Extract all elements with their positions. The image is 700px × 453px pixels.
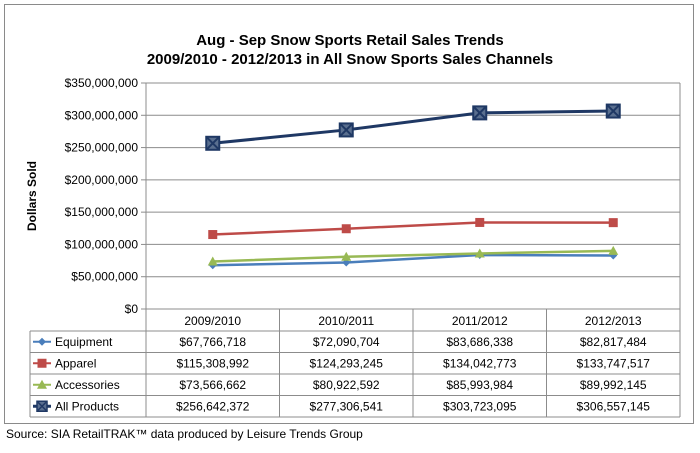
- data-table-value: $83,686,338: [446, 335, 513, 349]
- data-table-value: $124,293,245: [310, 356, 384, 370]
- y-tick-label: $0: [125, 302, 139, 316]
- legend-marker: [38, 338, 46, 346]
- y-tick-label: $50,000,000: [71, 270, 138, 284]
- x-category-label: 2009/2010: [184, 314, 241, 328]
- x-category-label: 2011/2012: [452, 314, 508, 328]
- data-table-value: $80,922,592: [313, 378, 380, 392]
- data-point: [208, 230, 217, 239]
- data-table-value: $303,723,095: [443, 399, 517, 413]
- data-table-value: $277,306,541: [310, 399, 384, 413]
- data-table-value: $134,042,773: [443, 356, 517, 370]
- data-table-value: $82,817,484: [580, 335, 647, 349]
- data-table-value: $72,090,704: [313, 335, 380, 349]
- y-tick-label: $250,000,000: [65, 141, 139, 155]
- legend-label: Accessories: [55, 378, 120, 392]
- data-table-value: $85,993,984: [446, 378, 513, 392]
- x-category-label: 2010/2011: [318, 314, 374, 328]
- chart-title: Aug - Sep Snow Sports Retail Sales Trend…: [196, 32, 504, 49]
- source-note: Source: SIA RetailTRAK™ data produced by…: [6, 427, 363, 441]
- series-line-3: [213, 111, 614, 143]
- legend-label: Equipment: [55, 335, 113, 349]
- y-tick-label: $100,000,000: [65, 237, 139, 251]
- data-table-value: $89,992,145: [580, 378, 647, 392]
- y-tick-label: $200,000,000: [65, 173, 139, 187]
- legend-label: All Products: [55, 399, 119, 413]
- legend-marker: [38, 359, 47, 368]
- y-axis-label: Dollars Sold: [25, 161, 39, 231]
- legend-label: Apparel: [55, 356, 96, 370]
- x-category-label: 2012/2013: [585, 314, 642, 328]
- y-tick-label: $300,000,000: [65, 108, 139, 122]
- data-point: [475, 218, 484, 227]
- data-point: [609, 218, 618, 227]
- data-table-value: $73,566,662: [179, 378, 246, 392]
- data-table-value: $115,308,992: [176, 356, 249, 370]
- chart: Aug - Sep Snow Sports Retail Sales Trend…: [0, 0, 700, 425]
- chart-subtitle: 2009/2010 - 2012/2013 in All Snow Sports…: [147, 51, 553, 68]
- y-tick-label: $150,000,000: [65, 205, 139, 219]
- y-tick-label: $350,000,000: [65, 76, 139, 90]
- data-point: [342, 224, 351, 233]
- data-table-value: $306,557,145: [577, 399, 651, 413]
- series-line-1: [213, 222, 614, 234]
- data-table-value: $256,642,372: [176, 399, 250, 413]
- data-table-value: $67,766,718: [179, 335, 246, 349]
- data-table-value: $133,747,517: [577, 356, 651, 370]
